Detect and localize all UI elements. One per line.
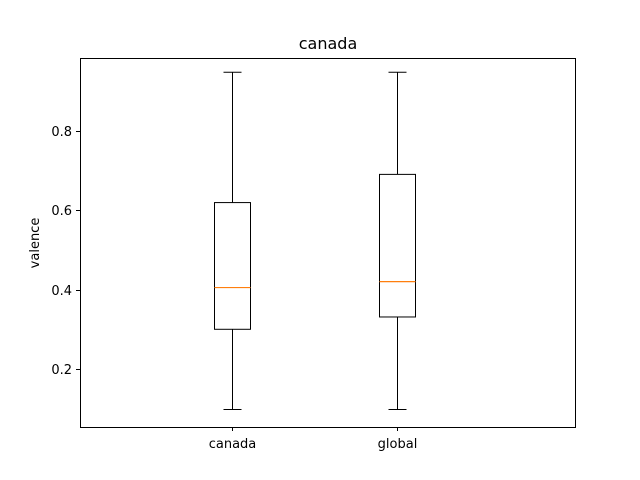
x-tick-label: global [378, 437, 418, 452]
y-tick-label: 0.8 [51, 125, 72, 140]
iqr-box [379, 173, 416, 318]
x-axis: canada global [209, 427, 418, 452]
iqr-box [214, 202, 251, 330]
y-tick-label: 0.4 [51, 284, 72, 299]
axes-frame [80, 58, 576, 428]
box-canada [214, 71, 251, 411]
y-tick-label: 0.6 [51, 204, 72, 219]
x-tick-label: canada [209, 437, 257, 452]
chart-title: canada [299, 34, 358, 53]
y-tick-label: 0.2 [51, 363, 72, 378]
box-global [379, 71, 416, 411]
y-axis: 0.2 0.4 0.6 0.8 [51, 125, 80, 378]
plot-area [214, 71, 416, 411]
y-axis-label: valence [28, 218, 43, 269]
